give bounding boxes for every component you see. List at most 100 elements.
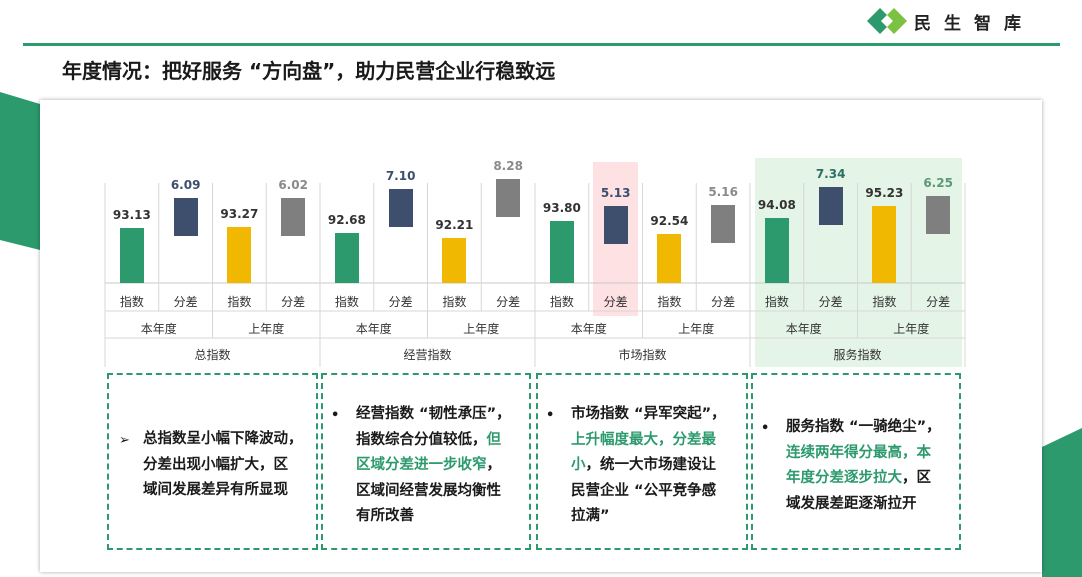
summary-line: 分差出现小幅扩大，区 bbox=[143, 453, 303, 479]
body-text: 指数综合分值较低， bbox=[356, 431, 487, 448]
bar-gap-this_year bbox=[173, 197, 198, 236]
year-label-this_year: 本年度 bbox=[570, 322, 607, 336]
bar-gap-this_year bbox=[388, 189, 413, 227]
bar-index-last_year bbox=[657, 234, 682, 283]
data-label-gap: 6.25 bbox=[923, 176, 953, 191]
body-text: 服务指数 “一骑绝尘”， bbox=[786, 419, 941, 435]
data-label-index: 94.08 bbox=[757, 197, 796, 212]
series-label-gap: 分差 bbox=[818, 295, 843, 309]
header-divider bbox=[23, 43, 1060, 46]
series-label-gap: 分差 bbox=[496, 295, 521, 309]
data-label-index: 93.13 bbox=[112, 208, 151, 223]
body-text: 域发展差距逐渐拉开 bbox=[786, 495, 917, 512]
bar-index-this_year bbox=[119, 228, 144, 283]
series-label-gap: 分差 bbox=[711, 295, 736, 309]
year-label-last_year: 上年度 bbox=[463, 322, 500, 336]
summary-text: 服务指数 “一骑绝尘”， 连续两年得分最高，本 年度分差逐步拉大，区 域发展差距逐渐拉… bbox=[786, 415, 941, 517]
year-label-last_year: 上年度 bbox=[248, 322, 285, 336]
data-label-gap: 6.09 bbox=[170, 177, 201, 192]
summary-text: 市场指数 “异军突起”， 上升幅度最大，分差最 小，统一大市场建设让民营企业 “公平… bbox=[571, 402, 726, 530]
summary-line: 域间发展差异有所显现 bbox=[143, 478, 303, 504]
body-text: ，统一大市场建设让 bbox=[585, 457, 717, 473]
bar-index-this_year bbox=[549, 220, 574, 283]
bullet-marker: • bbox=[761, 421, 770, 436]
summary-text: 总指数呈小幅下降波动， 分差出现小幅扩大，区 域间发展差异有所显现 bbox=[143, 427, 303, 504]
summary-line: 服务指数 “一骑绝尘”， bbox=[786, 415, 941, 441]
category-label: 市场指数 bbox=[618, 348, 667, 362]
data-label-index: 92.54 bbox=[650, 214, 689, 229]
series-label-gap: 分差 bbox=[603, 295, 628, 309]
summary-line: 年度分差逐步拉大，区 bbox=[786, 466, 941, 492]
logo-text: 民生智库 bbox=[914, 13, 1034, 34]
series-label-index: 指数 bbox=[442, 295, 467, 309]
body-text: 域间发展差异有所显现 bbox=[143, 482, 288, 498]
series-label-index: 指数 bbox=[549, 295, 574, 309]
summary-box-3: • 市场指数 “异军突起”， 上升幅度最大，分差最 小，统一大市场建设让民营企业 “公… bbox=[536, 373, 748, 550]
series-label-gap: 分差 bbox=[173, 295, 198, 309]
bar-gap-this_year bbox=[603, 205, 628, 244]
page-title: 年度情况：把好服务 “方向盘”，助力民营企业行稳致远 bbox=[62, 59, 556, 83]
bullet-marker: • bbox=[546, 408, 555, 423]
summary-line: 有所改善 bbox=[356, 504, 511, 530]
bar-index-this_year bbox=[334, 232, 359, 283]
body-text: 市场指数 “异军突起”， bbox=[571, 406, 726, 422]
data-label-gap: 5.16 bbox=[708, 185, 738, 200]
summary-line: 上升幅度最大，分差最 bbox=[571, 428, 726, 454]
highlight-text: 年度分差逐步拉大 bbox=[786, 470, 902, 486]
bar-gap-last_year bbox=[496, 178, 521, 217]
summary-line: 拉满” bbox=[571, 504, 726, 530]
decorative-left-shape bbox=[0, 92, 40, 250]
series-label-gap: 分差 bbox=[281, 295, 306, 309]
highlight-text: 但 bbox=[486, 431, 502, 448]
series-label-index: 指数 bbox=[764, 295, 789, 309]
series-label-index: 指数 bbox=[872, 295, 897, 309]
summary-line: 区域分差进一步收窄， bbox=[356, 453, 511, 479]
body-text: 拉满” bbox=[571, 508, 610, 524]
data-label-gap: 8.28 bbox=[493, 158, 523, 173]
body-text: 经营指数 “韧性承压”， bbox=[356, 406, 511, 422]
body-text: 有所改善 bbox=[356, 508, 414, 524]
series-label-index: 指数 bbox=[334, 295, 359, 309]
summary-line: 民营企业 “公平竞争感 bbox=[571, 479, 726, 505]
data-label-gap: 7.10 bbox=[385, 169, 416, 183]
year-label-last_year: 上年度 bbox=[678, 322, 715, 336]
service-index-highlight bbox=[755, 158, 962, 367]
body-text: 分差出现小幅扩大，区 bbox=[143, 456, 288, 473]
bullet-marker: ➢ bbox=[119, 433, 130, 448]
highlight-text: 上升幅度最大，分差最 bbox=[571, 431, 716, 448]
body-text: 总指数呈小幅下降波动， bbox=[143, 431, 303, 447]
year-label-this_year: 本年度 bbox=[140, 322, 177, 336]
summary-box-2: • 经营指数 “韧性承压”， 指数综合分值较低，但 区域分差进一步收窄， 区域间经营发展… bbox=[321, 373, 531, 550]
bullet-marker: • bbox=[331, 408, 340, 423]
bar-gap-last_year bbox=[281, 198, 306, 237]
data-label-index: 93.27 bbox=[220, 206, 259, 221]
data-label-index: 92.68 bbox=[327, 212, 366, 227]
body-text: 区域间经营发展均衡性 bbox=[356, 482, 501, 499]
series-label-index: 指数 bbox=[119, 295, 144, 309]
summary-text: 经营指数 “韧性承压”， 指数综合分值较低，但 区域分差进一步收窄， 区域间经营发展均… bbox=[356, 402, 511, 530]
summary-line: 经营指数 “韧性承压”， bbox=[356, 402, 511, 428]
summary-line: 区域间经营发展均衡性 bbox=[356, 479, 511, 505]
summary-line: 指数综合分值较低，但 bbox=[356, 428, 511, 454]
bar-gap-last_year bbox=[926, 196, 951, 235]
data-label-index: 92.21 bbox=[435, 217, 474, 232]
summary-line: 域发展差距逐渐拉开 bbox=[786, 492, 941, 518]
bar-gap-last_year bbox=[711, 205, 736, 244]
series-label-gap: 分差 bbox=[388, 295, 413, 309]
data-label-gap: 5.13 bbox=[600, 185, 631, 200]
summary-box-4: • 服务指数 “一骑绝尘”， 连续两年得分最高，本 年度分差逐步拉大，区 域发展差距逐渐… bbox=[751, 373, 961, 550]
summary-line: 连续两年得分最高，本 bbox=[786, 441, 941, 467]
category-label: 经营指数 bbox=[403, 348, 452, 362]
series-label-index: 指数 bbox=[227, 295, 252, 309]
data-label-gap: 6.02 bbox=[278, 178, 308, 193]
bar-index-last_year bbox=[227, 226, 252, 283]
data-label-index: 95.23 bbox=[865, 185, 904, 200]
highlight-text: 小 bbox=[571, 457, 586, 473]
brand-logo: 民生智库 bbox=[866, 6, 1034, 36]
body-text: ，区 bbox=[902, 470, 931, 486]
bar-index-last_year bbox=[872, 205, 897, 283]
bar-index-last_year bbox=[442, 237, 467, 283]
category-label: 总指数 bbox=[194, 348, 231, 362]
year-label-last_year: 上年度 bbox=[893, 322, 930, 336]
